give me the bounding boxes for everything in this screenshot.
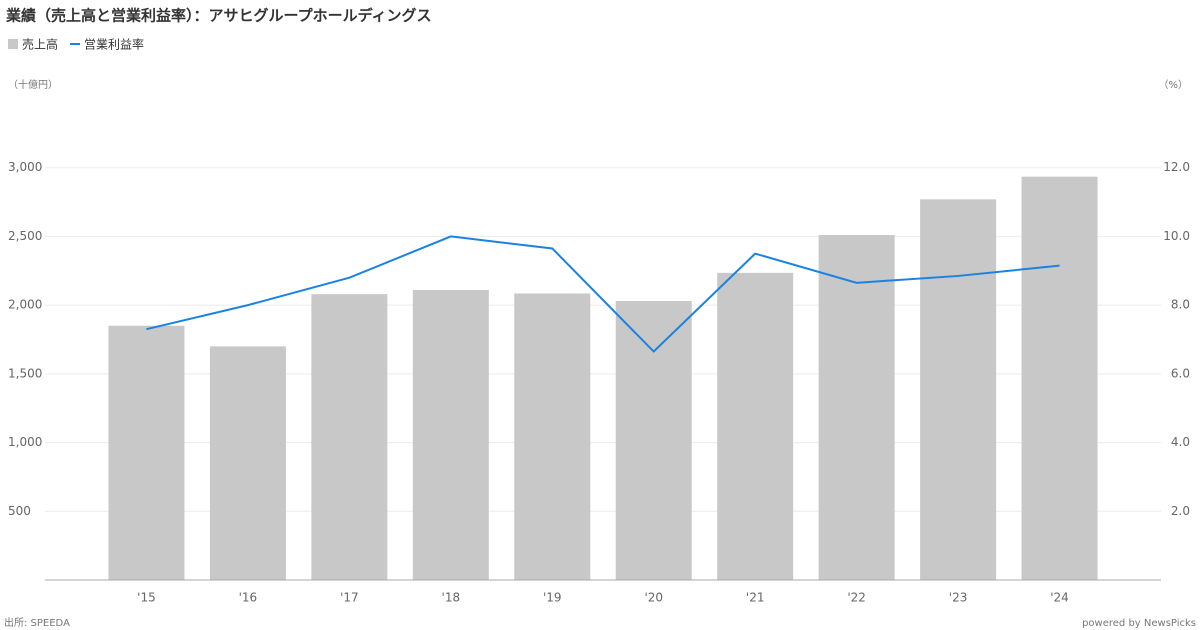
- y2-tick-label: 2.0: [1171, 504, 1190, 518]
- y-tick-label: 500: [8, 504, 31, 518]
- bar: [108, 325, 185, 580]
- bar: [311, 294, 388, 580]
- bar: [209, 346, 286, 580]
- y-tick-label: 1,000: [8, 435, 42, 449]
- y2-axis-label: （%）: [1158, 79, 1188, 91]
- x-tick-label: '17: [340, 591, 359, 605]
- x-tick-label: '22: [847, 591, 866, 605]
- x-tick-label: '24: [1050, 591, 1069, 605]
- chart-title: 業績（売上高と営業利益率）：アサヒグループホールディングス: [5, 7, 432, 25]
- y-tick-label: 1,500: [8, 366, 42, 380]
- bar: [818, 235, 895, 580]
- line: [146, 235, 1060, 353]
- y2-tick-label: 12.0: [1163, 160, 1190, 174]
- x-tick-label: '21: [746, 591, 765, 605]
- y-tick-label: 2,500: [8, 229, 42, 243]
- x-tick-label: '20: [644, 591, 663, 605]
- y-axis-label: （十億円）: [8, 78, 58, 91]
- y2-tick-label: 4.0: [1171, 435, 1190, 449]
- x-tick-label: '15: [137, 591, 156, 605]
- y-tick-label: 3,000: [8, 160, 42, 174]
- legend-label: 売上高: [22, 37, 58, 52]
- y2-tick-label: 6.0: [1171, 366, 1190, 380]
- bar: [615, 301, 692, 580]
- y2-tick-label: 10.0: [1163, 229, 1190, 243]
- x-tick-label: '19: [543, 591, 562, 605]
- legend-label: 営業利益率: [84, 37, 144, 52]
- x-tick-label: '23: [949, 591, 968, 605]
- bar: [1021, 176, 1098, 580]
- y-tick-label: 2,000: [8, 298, 42, 312]
- source: 出所: SPEEDA: [4, 616, 70, 629]
- y2-tick-label: 8.0: [1171, 298, 1190, 312]
- bar: [920, 199, 997, 580]
- credit: powered by NewsPicks: [1082, 618, 1196, 629]
- x-tick-label: '18: [442, 591, 461, 605]
- bar: [717, 272, 794, 580]
- x-tick-label: '16: [239, 591, 258, 605]
- bar: [412, 290, 489, 580]
- bar: [514, 293, 591, 580]
- legend-swatch: [8, 39, 18, 49]
